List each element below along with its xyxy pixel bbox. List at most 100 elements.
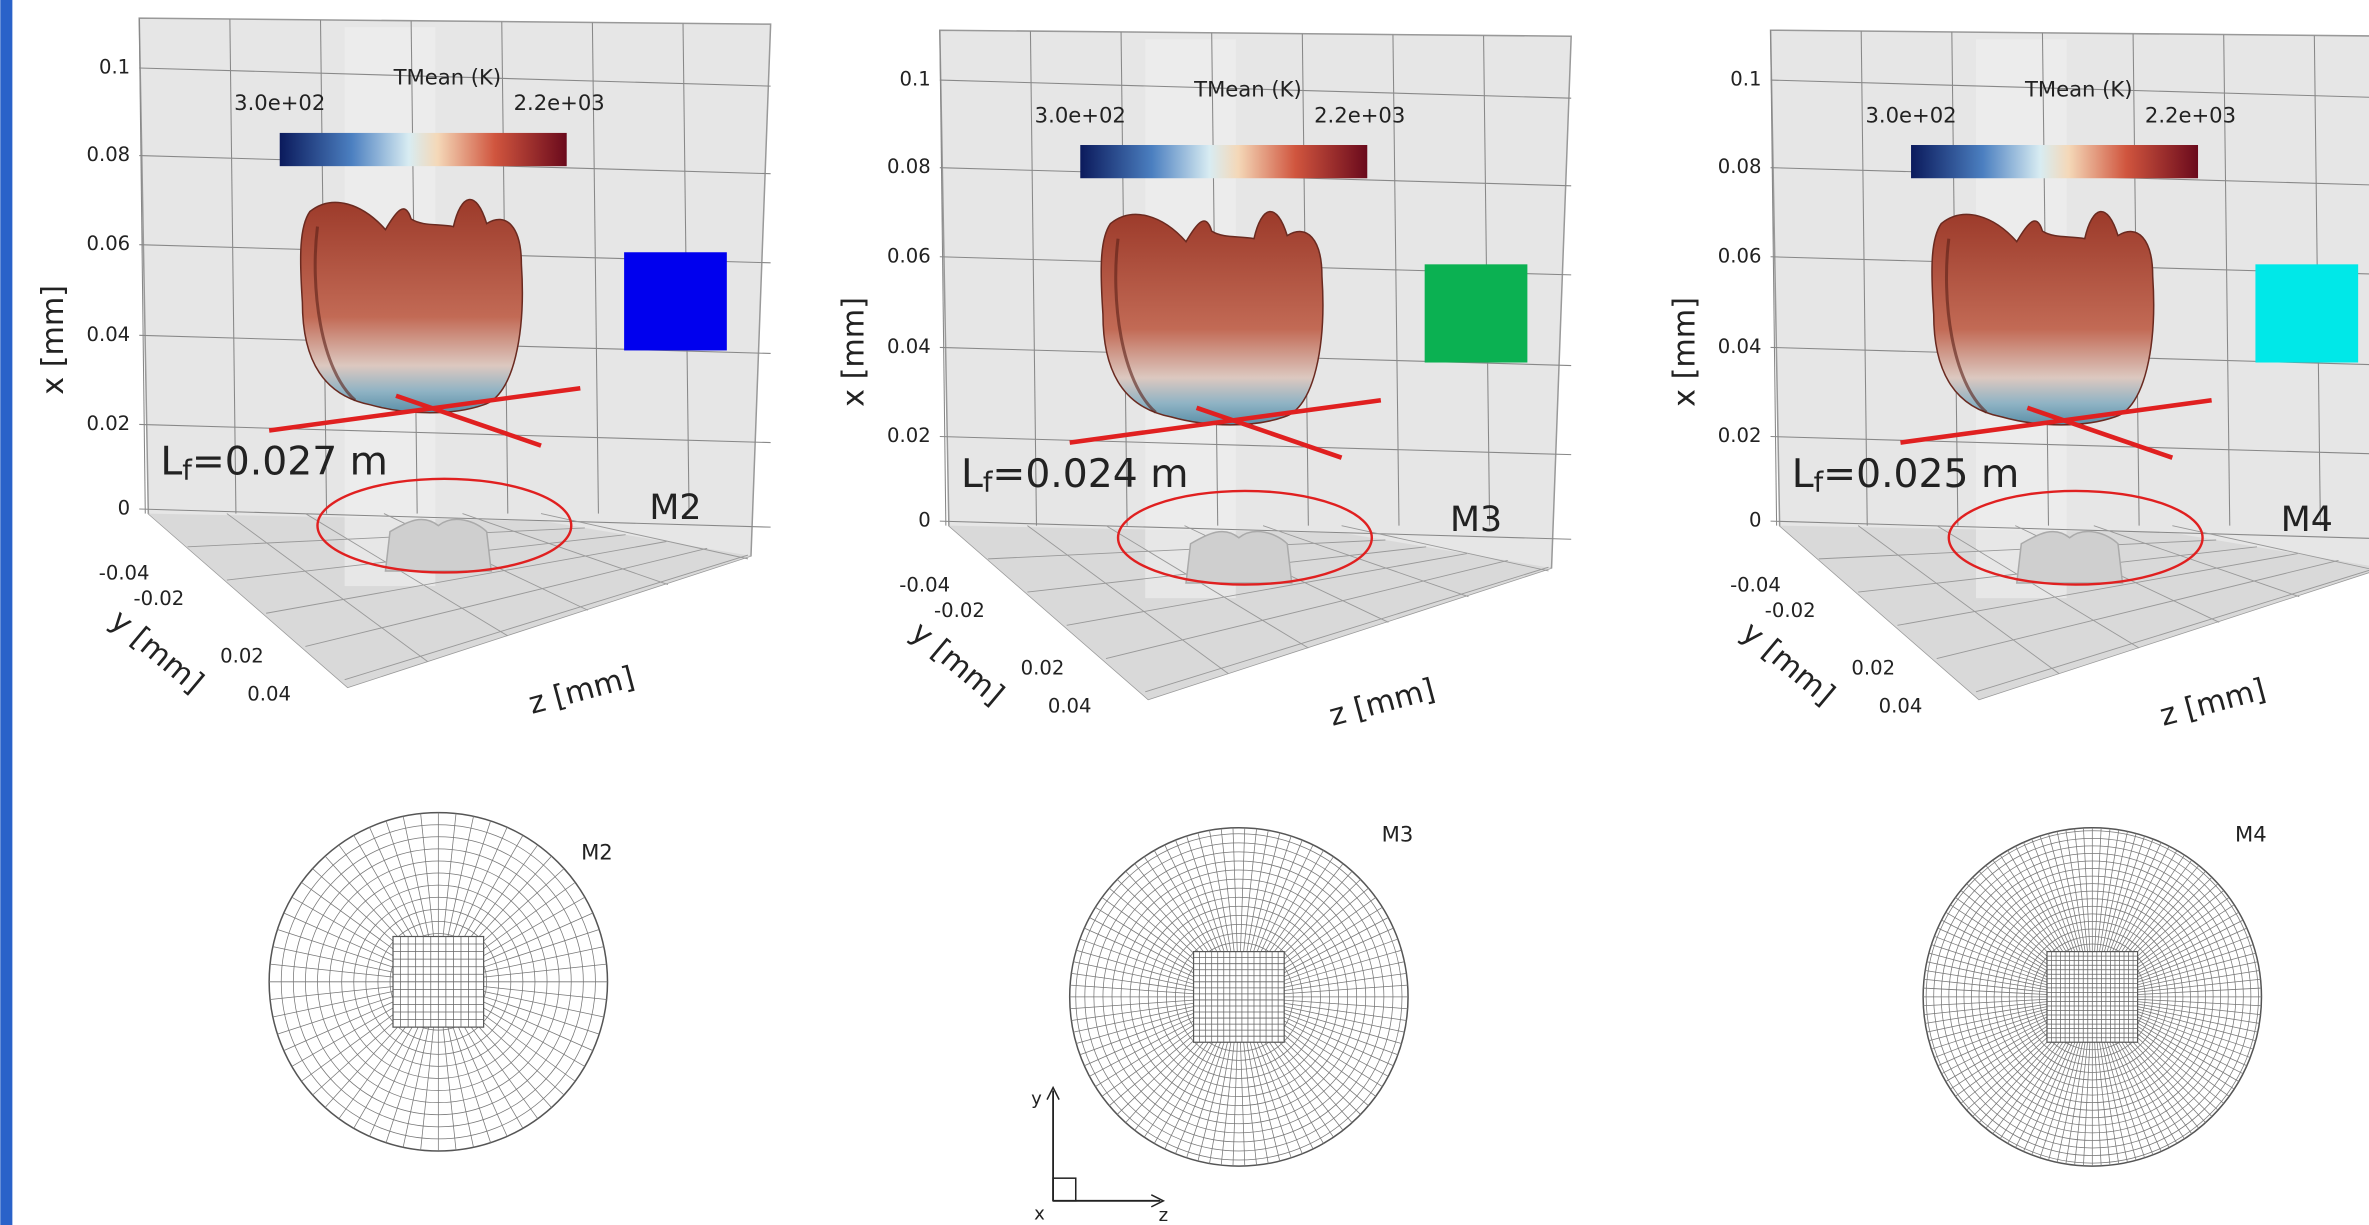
mesh-ray	[2015, 1037, 2071, 1147]
mesh-ray	[2015, 846, 2071, 956]
mesh-ray	[339, 1018, 412, 1118]
mesh-ray	[301, 1008, 401, 1081]
mesh-ray	[1931, 945, 2049, 983]
mesh-ray	[2137, 1002, 2260, 1015]
colorbar-min: 3.0e+02	[234, 90, 325, 115]
y-axis-label: y [mm]	[904, 615, 1011, 712]
x-tick-label: 0.04	[887, 335, 931, 358]
y-tick-label: -0.04	[1730, 574, 1781, 597]
flame-length-symbol: L	[1792, 451, 1814, 496]
x-tick-label: 0.08	[1718, 155, 1762, 178]
mesh-ray	[1271, 879, 1360, 965]
mesh-ray	[481, 930, 599, 968]
mesh-ray	[1262, 1036, 1324, 1143]
mesh-panel: M2	[269, 813, 613, 1151]
mesh-ray	[277, 996, 395, 1034]
mesh-ray	[1073, 1006, 1194, 1032]
x-tick-label: 0.06	[86, 232, 130, 255]
mesh-ray	[1284, 985, 1408, 994]
mesh-ray	[465, 845, 538, 945]
mesh-ray	[339, 845, 412, 945]
mesh-ray	[1080, 1012, 1196, 1054]
body: 0.10.080.060.040.020x [mm]-0.04-0.020.02…	[0, 0, 2369, 1225]
mesh-ray	[1955, 1024, 2055, 1097]
mesh-ray	[1165, 1038, 1219, 1149]
mesh-ray	[452, 1025, 490, 1143]
mesh-ray	[2113, 846, 2169, 956]
mesh-ray	[2138, 988, 2262, 994]
figure: 0.10.080.060.040.020x [mm]-0.04-0.020.02…	[0, 0, 2369, 1225]
colorbar-max: 2.2e+03	[514, 90, 605, 115]
mesh-ray	[1117, 1028, 1206, 1114]
mesh-ray	[2040, 836, 2078, 954]
mesh-ray	[1942, 920, 2052, 976]
mesh-ray	[2133, 1017, 2243, 1073]
mesh-ray	[1259, 845, 1313, 956]
render-panel: 0.10.080.060.040.020x [mm]-0.04-0.020.02…	[36, 18, 770, 722]
mesh-ray	[1271, 1028, 1360, 1114]
y-tick-label: -0.02	[1765, 599, 1816, 622]
burner	[2017, 532, 2123, 584]
mesh-ray	[2129, 1024, 2229, 1097]
triad-z: z	[1159, 1205, 1169, 1225]
mesh-ray	[1942, 1017, 2052, 1073]
mesh-ray	[2106, 836, 2144, 954]
mesh-ray	[277, 930, 395, 968]
mesh-ray	[2119, 860, 2192, 960]
mesh-ray	[1993, 860, 2066, 960]
model-label: M2	[649, 488, 701, 528]
model-label: M3	[1450, 500, 1502, 540]
mesh-ray	[1154, 850, 1216, 957]
y-tick-label: -0.02	[133, 587, 184, 610]
x-tick-label: 0	[918, 509, 931, 532]
mesh-ray	[2137, 979, 2260, 992]
mesh-ray	[421, 814, 434, 937]
mesh-ray	[386, 821, 424, 939]
mesh-ray	[1154, 1036, 1216, 1143]
mesh-ray	[1233, 828, 1237, 952]
mesh-ray	[2075, 1042, 2088, 1165]
flame-length-symbol: L	[160, 439, 182, 484]
mesh-ray	[448, 1026, 474, 1147]
mesh-ray	[1073, 962, 1194, 988]
colorbar-max: 2.2e+03	[2145, 102, 2236, 127]
colorbar-min: 3.0e+02	[1035, 102, 1126, 127]
mesh-ray	[2138, 999, 2262, 1005]
mesh-ray	[483, 964, 606, 977]
colorbar-title: TMean (K)	[2024, 77, 2133, 102]
mesh-ray	[354, 1021, 416, 1128]
colorbar	[1080, 145, 1367, 178]
mesh-ray	[421, 1027, 434, 1150]
mesh-ray	[1993, 1034, 2066, 1134]
mesh-label: M2	[581, 839, 613, 864]
y-tick-label: 0.04	[1879, 694, 1923, 717]
mesh-ray	[1281, 1012, 1397, 1054]
mesh-ray	[1070, 985, 1194, 994]
mesh-ray	[2083, 828, 2089, 952]
mesh-ray	[292, 897, 399, 959]
y-tick-label: 0.04	[247, 682, 291, 705]
mesh-marker	[2255, 264, 2358, 362]
mesh-ray	[354, 835, 416, 942]
x-tick-label: 0.1	[99, 55, 130, 78]
x-tick-label: 0.06	[1718, 244, 1762, 267]
mesh-ray	[1233, 1042, 1237, 1166]
mesh-ray	[1253, 1040, 1291, 1158]
mesh-ray	[1281, 939, 1397, 981]
y-axis-label: y [mm]	[103, 603, 210, 700]
mesh-ray	[2133, 920, 2243, 976]
mesh-core	[1194, 952, 1285, 1043]
triad-y: y	[1031, 1089, 1042, 1110]
mesh-label: M3	[1382, 821, 1414, 846]
flame-length-value: =0.024 m	[992, 451, 1188, 496]
mesh-ray	[2040, 1040, 2078, 1158]
z-axis-label: z [mm]	[525, 660, 638, 722]
render-panel: 0.10.080.060.040.020x [mm]-0.04-0.020.02…	[837, 30, 1571, 734]
mesh-ray	[481, 996, 599, 1034]
model-label: M4	[2281, 500, 2333, 540]
mesh-ray	[1076, 950, 1195, 984]
mesh-ray	[2113, 1037, 2169, 1147]
mesh-ray	[448, 816, 474, 937]
triad-box	[1053, 1178, 1076, 1201]
page: Mesh comparison {"figure": { "panels": […	[0, 0, 2369, 1225]
